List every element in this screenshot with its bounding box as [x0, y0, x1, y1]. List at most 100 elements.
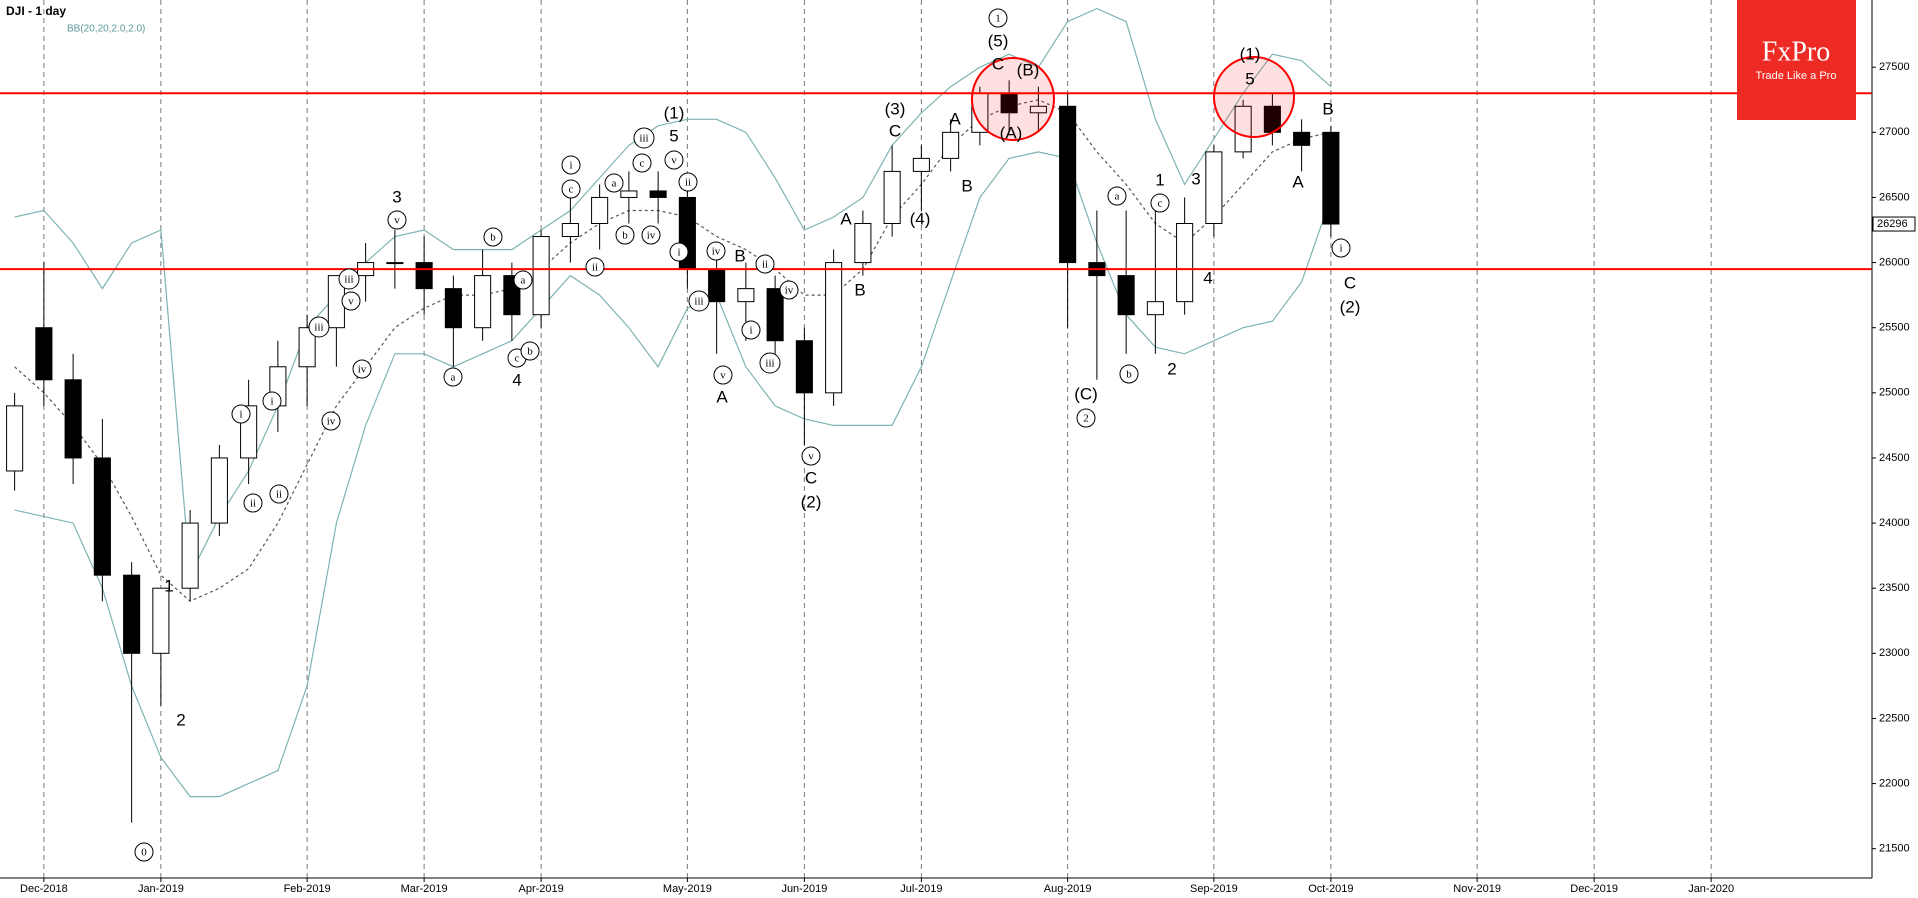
wave-label: 5: [669, 126, 678, 145]
wave-label: b: [527, 346, 533, 358]
y-tick-label: 27000: [1879, 126, 1910, 138]
wave-circle: [483, 227, 503, 247]
wave-label: (2): [801, 492, 822, 511]
wave-label: 2: [176, 710, 185, 729]
candle-body: [1146, 301, 1164, 316]
wave-circle: [520, 341, 540, 361]
wave-label: iii: [639, 133, 648, 145]
wave-label: (4): [910, 209, 931, 228]
wave-circle: [262, 391, 282, 411]
wave-label: 2: [1083, 413, 1089, 425]
wave-circle: [352, 359, 372, 379]
wave-circle: [321, 411, 341, 431]
wave-label: (B): [1017, 60, 1040, 79]
wave-circle: [1150, 193, 1170, 213]
wave-label: C: [992, 54, 1004, 73]
wave-label: 3: [1191, 169, 1200, 188]
wave-label: iv: [647, 230, 656, 242]
wave-label: iv: [712, 246, 721, 258]
x-tick-label: Jan-2020: [1688, 883, 1734, 895]
x-tick-label: Mar-2019: [401, 883, 448, 895]
candle-body: [1322, 131, 1340, 225]
wave-label: ii: [762, 259, 768, 271]
wave-circle: [604, 173, 624, 193]
wave-label: 2: [1167, 359, 1176, 378]
candle-body: [93, 457, 111, 576]
wave-label: B: [961, 176, 972, 195]
y-tick-label: 24000: [1879, 517, 1910, 529]
wave-label: i: [270, 396, 273, 408]
wave-label: b: [1126, 369, 1132, 381]
wave-label: v: [394, 215, 400, 227]
candle-body: [591, 196, 609, 225]
logo-box: [1737, 0, 1856, 120]
wave-label: v: [671, 155, 677, 167]
levels: [0, 92, 1872, 271]
highlight-circle: [971, 57, 1055, 141]
wave-label: v: [348, 296, 354, 308]
x-tick-label: Apr-2019: [518, 883, 563, 895]
wave-circle: [341, 291, 361, 311]
wave-circle: [243, 493, 263, 513]
candle-body: [1029, 105, 1047, 114]
wave-label: (1): [1240, 44, 1261, 63]
y-tick-label: 26500: [1879, 191, 1910, 203]
candle-body: [1293, 131, 1311, 146]
x-tick-label: Nov-2019: [1453, 883, 1501, 895]
wave-circle: [688, 290, 710, 312]
candle-body: [152, 587, 170, 654]
candle-body: [386, 262, 404, 265]
wave-circle: [713, 365, 733, 385]
wave-label: iii: [765, 358, 774, 370]
x-tick-label: Dec-2018: [20, 883, 68, 895]
wave-label: ii: [592, 262, 598, 274]
wave-label: v: [808, 451, 814, 463]
candle-body: [766, 288, 784, 342]
wave-circle: [269, 484, 289, 504]
candle-body: [854, 223, 872, 264]
wave-label: A: [949, 109, 961, 128]
wave-circle: [741, 320, 761, 340]
x-tick-label: Oct-2019: [1308, 883, 1353, 895]
wave-circle: [664, 150, 684, 170]
candle-body: [1059, 105, 1077, 264]
logo: FxPro Trade Like a Pro: [1737, 0, 1856, 120]
wave-label: (1): [664, 103, 685, 122]
wave-circle: [1076, 408, 1096, 428]
y-tick-label: 26000: [1879, 256, 1910, 268]
candle-body: [444, 288, 462, 329]
wave-label: c: [640, 158, 645, 170]
candle-body: [795, 340, 813, 394]
x-tick-label: Jun-2019: [781, 883, 827, 895]
wave-circle: [308, 316, 330, 338]
wave-label: 1: [995, 13, 1001, 25]
logo-tagline: Trade Like a Pro: [1756, 70, 1837, 82]
wave-label: (C): [1074, 384, 1098, 403]
candles: [6, 80, 1340, 823]
wave-circle: [615, 225, 635, 245]
candle-body: [1176, 223, 1194, 303]
y-tick-label: 23000: [1879, 647, 1910, 659]
bb-lower: [14, 151, 1332, 798]
candle-body: [35, 327, 53, 381]
wave-circle: [513, 270, 533, 290]
wave-label: iv: [358, 364, 367, 376]
candle-body: [6, 405, 24, 472]
wave-label: i: [239, 409, 242, 421]
candle-body: [708, 268, 726, 303]
bb-upper: [14, 7, 1332, 578]
wave-label: i: [677, 247, 680, 259]
wave-circle: [678, 172, 698, 192]
wave-circle: [338, 268, 360, 290]
y-tick-label: 22000: [1879, 777, 1910, 789]
candle-body: [883, 170, 901, 225]
wave-circle: [231, 404, 251, 424]
x-tick-label: Jan-2019: [138, 883, 184, 895]
wave-label: (2): [1340, 297, 1361, 316]
wave-circle: [561, 179, 581, 199]
candle-body: [620, 190, 638, 198]
x-tick-label: Aug-2019: [1044, 883, 1092, 895]
last-price-box: [1872, 216, 1916, 232]
wave-label: A: [840, 209, 852, 228]
